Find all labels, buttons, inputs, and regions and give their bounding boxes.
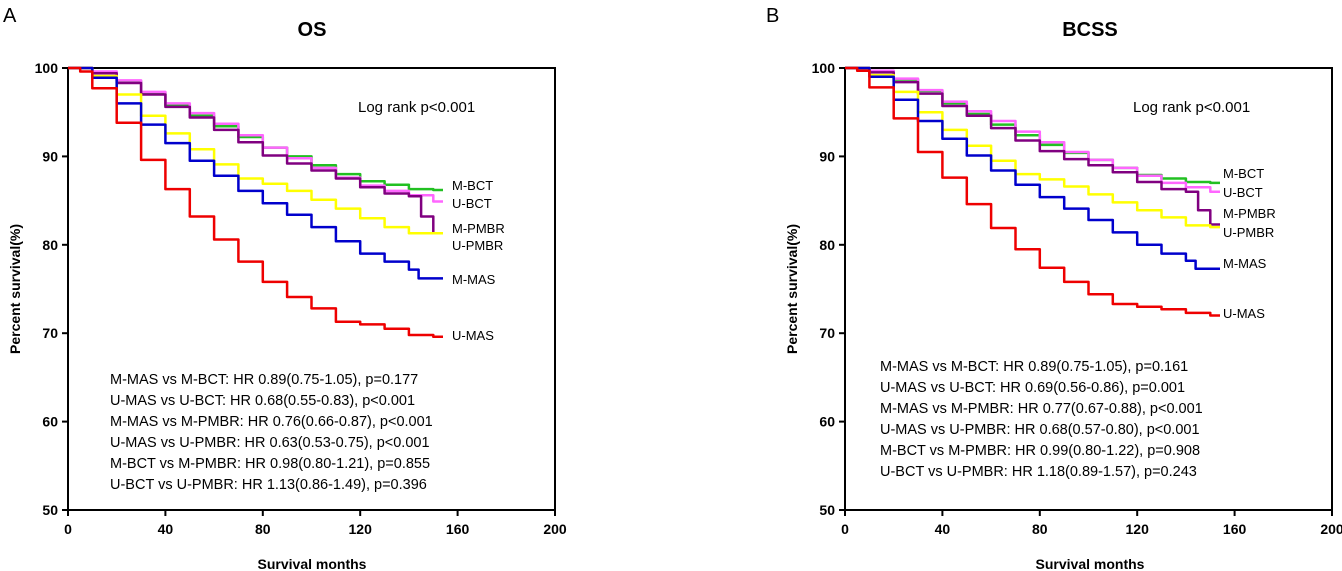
series-line-u-mas: [845, 66, 1220, 317]
x-tick-label: 80: [1032, 521, 1048, 537]
x-tick-label: 0: [841, 521, 849, 537]
x-tick-label: 160: [1223, 521, 1247, 537]
x-tick-label: 120: [349, 521, 373, 537]
y-tick-label: 60: [819, 414, 835, 430]
plot-frame: [844, 67, 1333, 511]
curve-label-u-pmbr: U-PMBR: [1223, 225, 1274, 240]
series-line-u-pmbr: [845, 66, 1220, 229]
y-tick-label: 70: [42, 325, 58, 341]
hazard-ratio-stats: M-MAS vs M-BCT: HR 0.89(0.75-1.05), p=0.…: [110, 372, 433, 493]
panel-a: A OS Percent survival(%) Survival months…: [3, 5, 567, 571]
curve-label-m-pmbr: M-PMBR: [1223, 206, 1276, 221]
curve-labels: M-BCT U-BCT M-PMBR U-PMBR M-MAS U-MAS: [1223, 166, 1276, 321]
x-tick-label: 40: [158, 521, 174, 537]
x-tick-label: 160: [446, 521, 470, 537]
panel-title: BCSS: [1062, 19, 1118, 41]
series-line-m-pmbr: [68, 66, 443, 235]
stat-line: U-MAS vs U-PMBR: HR 0.68(0.57-0.80), p<0…: [880, 422, 1200, 438]
series-line-m-mas: [68, 66, 443, 280]
x-axis-title: Survival months: [258, 556, 367, 571]
panel-letter: B: [766, 5, 779, 27]
stat-line: U-BCT vs U-PMBR: HR 1.18(0.89-1.57), p=0…: [880, 464, 1197, 480]
x-tick-label: 0: [64, 521, 72, 537]
y-tick-label: 90: [42, 148, 58, 164]
survival-curves: [68, 66, 443, 338]
curve-label-u-mas: U-MAS: [1223, 306, 1265, 321]
curve-label-m-bct: M-BCT: [1223, 166, 1264, 181]
stat-line: M-MAS vs M-PMBR: HR 0.76(0.66-0.87), p<0…: [110, 414, 433, 430]
x-tick-label: 80: [255, 521, 271, 537]
plot-axes: 50 60 70 80 90 100 0 40 80 120 160 200: [812, 60, 1342, 537]
curve-label-u-bct: U-BCT: [452, 196, 492, 211]
curve-label-u-mas: U-MAS: [452, 328, 494, 343]
hazard-ratio-stats: M-MAS vs M-BCT: HR 0.89(0.75-1.05), p=0.…: [880, 359, 1203, 480]
stat-line: U-MAS vs U-BCT: HR 0.69(0.56-0.86), p=0.…: [880, 380, 1185, 396]
panel-letter: A: [3, 5, 17, 27]
y-tick-label: 50: [819, 502, 835, 518]
x-tick-label: 200: [543, 521, 567, 537]
y-tick-label: 70: [819, 325, 835, 341]
panel-b: B BCSS Percent survival(%) Survival mont…: [766, 5, 1342, 571]
panel-title: OS: [298, 19, 327, 41]
series-line-m-bct: [68, 66, 443, 192]
plot-axes: 50 60 70 80 90 100 0 40 80 120 160 200: [35, 60, 567, 537]
y-tick-label: 80: [42, 237, 58, 253]
log-rank-note: Log rank p<0.001: [358, 99, 475, 116]
curve-label-m-bct: M-BCT: [452, 178, 493, 193]
series-line-u-mas: [68, 66, 443, 338]
y-axis-title: Percent survival(%): [784, 224, 800, 354]
y-tick-label: 100: [35, 60, 59, 76]
plot-frame: [67, 67, 556, 511]
series-line-u-bct: [68, 66, 443, 203]
curve-label-m-mas: M-MAS: [1223, 256, 1267, 271]
stat-line: M-BCT vs M-PMBR: HR 0.98(0.80-1.21), p=0…: [110, 456, 430, 472]
series-line-u-pmbr: [68, 66, 443, 235]
curve-label-m-pmbr: M-PMBR: [452, 221, 505, 236]
log-rank-note: Log rank p<0.001: [1133, 99, 1250, 116]
stat-line: U-MAS vs U-PMBR: HR 0.63(0.53-0.75), p<0…: [110, 435, 430, 451]
y-tick-label: 50: [42, 502, 58, 518]
x-axis-title: Survival months: [1036, 556, 1145, 571]
y-axis-title: Percent survival(%): [7, 224, 23, 354]
stat-line: U-BCT vs U-PMBR: HR 1.13(0.86-1.49), p=0…: [110, 477, 427, 493]
y-tick-label: 60: [42, 414, 58, 430]
stat-line: M-MAS vs M-BCT: HR 0.89(0.75-1.05), p=0.…: [880, 359, 1188, 375]
series-line-m-bct: [845, 66, 1220, 185]
stat-line: M-BCT vs M-PMBR: HR 0.99(0.80-1.22), p=0…: [880, 443, 1200, 459]
y-tick-label: 100: [812, 60, 836, 76]
stat-line: M-MAS vs M-PMBR: HR 0.77(0.67-0.88), p<0…: [880, 401, 1203, 417]
series-line-m-mas: [845, 66, 1220, 270]
stat-line: U-MAS vs U-BCT: HR 0.68(0.55-0.83), p<0.…: [110, 393, 415, 409]
curve-label-u-pmbr: U-PMBR: [452, 238, 503, 253]
series-line-m-pmbr: [845, 66, 1220, 226]
x-tick-label: 120: [1126, 521, 1150, 537]
stat-line: M-MAS vs M-BCT: HR 0.89(0.75-1.05), p=0.…: [110, 372, 418, 388]
curve-label-m-mas: M-MAS: [452, 272, 496, 287]
y-tick-label: 90: [819, 148, 835, 164]
y-tick-label: 80: [819, 237, 835, 253]
curve-label-u-bct: U-BCT: [1223, 185, 1263, 200]
x-tick-label: 200: [1320, 521, 1342, 537]
x-tick-label: 40: [935, 521, 951, 537]
survival-curves: [845, 66, 1220, 317]
curve-labels: M-BCT U-BCT M-PMBR U-PMBR M-MAS U-MAS: [452, 178, 505, 343]
